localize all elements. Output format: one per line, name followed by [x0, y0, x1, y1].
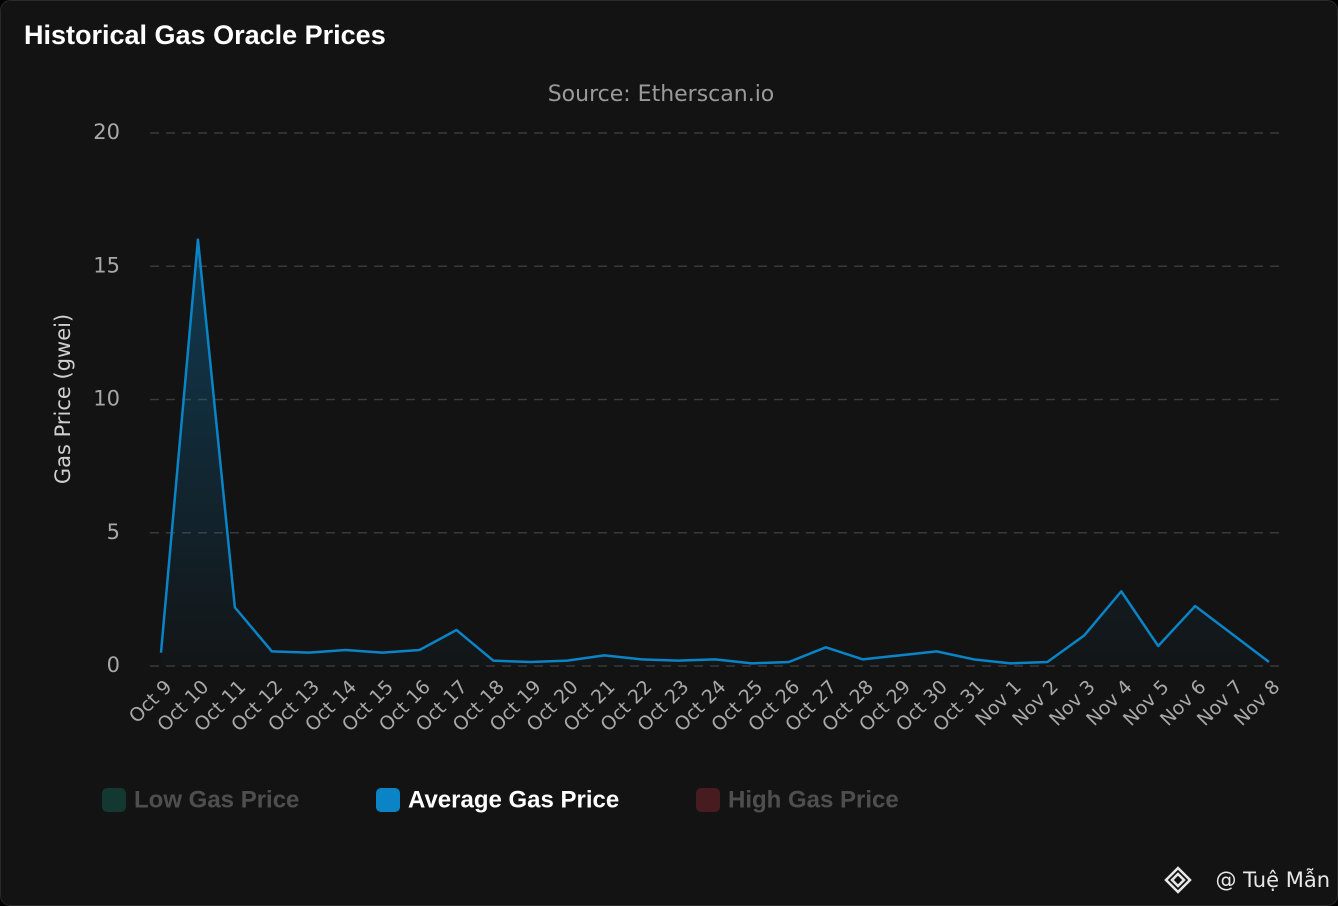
legend-label: High Gas Price — [728, 786, 899, 813]
legend-swatch — [102, 788, 126, 812]
watermark: @ Tuệ Mẫn — [1215, 867, 1330, 892]
watermark-icon — [1164, 866, 1192, 894]
legend-item[interactable]: High Gas Price — [696, 786, 899, 813]
y-tick-label: 10 — [93, 387, 120, 411]
legend-item[interactable]: Low Gas Price — [102, 786, 299, 813]
y-tick-label: 5 — [107, 520, 120, 544]
y-tick-label: 0 — [107, 653, 120, 677]
y-axis-label: Gas Price (gwei) — [51, 314, 75, 484]
legend-swatch — [376, 788, 400, 812]
chart-title: Historical Gas Oracle Prices — [24, 20, 386, 50]
legend-label: Low Gas Price — [134, 786, 299, 813]
legend-item[interactable]: Average Gas Price — [376, 786, 619, 813]
line — [159, 238, 1270, 665]
legend-label: Average Gas Price — [408, 786, 619, 813]
y-tick-label: 15 — [93, 253, 120, 277]
y-tick-label: 20 — [93, 120, 120, 144]
legend-swatch — [696, 788, 720, 812]
chart-subtitle: Source: Etherscan.io — [548, 82, 775, 107]
